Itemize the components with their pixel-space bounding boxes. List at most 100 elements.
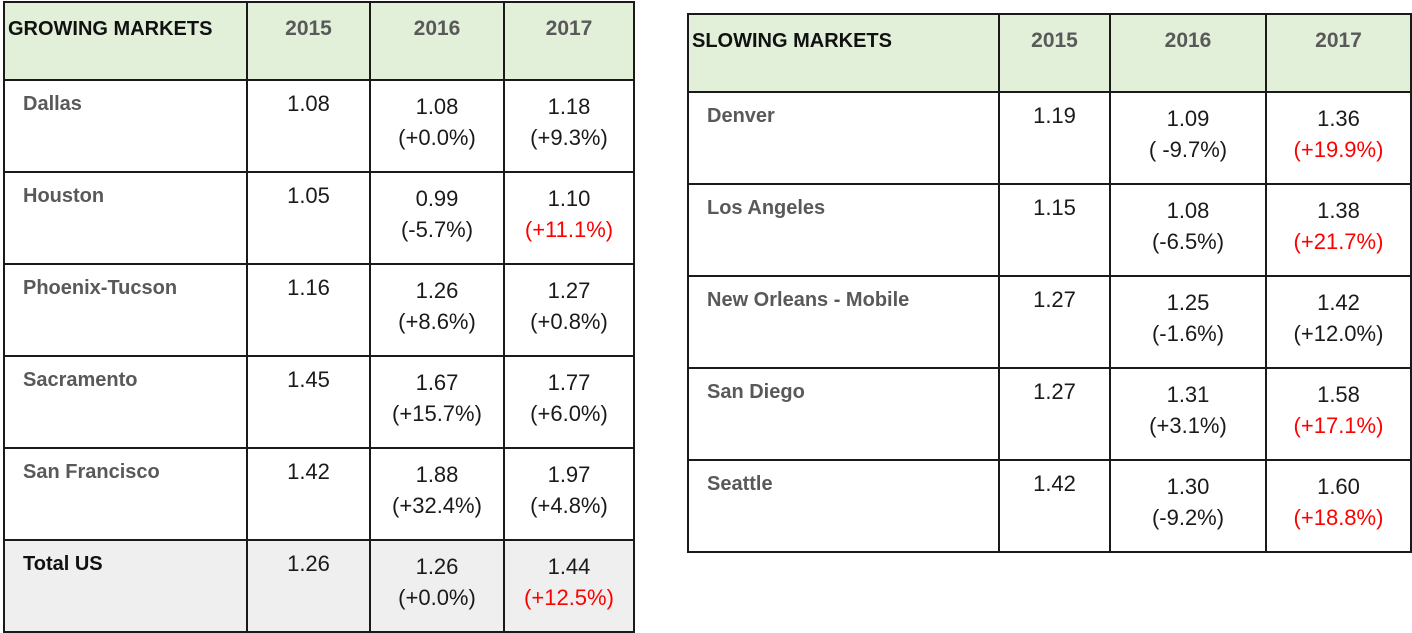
change-2016: (+0.0%) <box>398 125 476 150</box>
value-2015: 1.26 <box>246 539 371 633</box>
value-2015: 1.45 <box>246 355 371 449</box>
cell-2017: 1.44 (+12.5%) <box>503 539 635 633</box>
year-header-2017: 2017 <box>1265 13 1412 93</box>
cell-2017: 1.42 (+12.0%) <box>1265 275 1412 369</box>
change-2016: (-9.2%) <box>1151 505 1225 530</box>
market-name: Seattle <box>687 459 1000 553</box>
cell-2016: 1.31 (+3.1%) <box>1109 367 1267 461</box>
cell-2016: 1.67 (+15.7%) <box>369 355 505 449</box>
market-name: Denver <box>687 91 1000 185</box>
value-2016: 1.67 <box>415 370 459 395</box>
value-2016: 1.08 <box>415 94 459 119</box>
value-2017: 1.36 <box>1317 106 1360 131</box>
value-2016: 1.08 <box>1166 198 1210 223</box>
cell-2017: 1.36 (+19.9%) <box>1265 91 1412 185</box>
value-2015: 1.19 <box>998 91 1111 185</box>
value-2017: 1.97 <box>547 462 591 487</box>
value-2017: 1.10 <box>547 186 591 211</box>
cell-2016: 1.30 (-9.2%) <box>1109 459 1267 553</box>
value-2016: 1.31 <box>1166 382 1210 407</box>
change-2016: (+8.6%) <box>398 309 476 334</box>
value-2017: 1.60 <box>1317 474 1360 499</box>
cell-2017: 1.97 (+4.8%) <box>503 447 635 541</box>
value-2015: 1.42 <box>246 447 371 541</box>
table-row: Sacramento 1.45 1.67 (+15.7%) 1.77 (+6.0%) <box>3 355 635 449</box>
change-2017: (+6.0%) <box>530 401 608 426</box>
value-2015: 1.15 <box>998 183 1111 277</box>
market-name: Phoenix-Tucson <box>3 263 248 357</box>
change-2017: (+21.7%) <box>1293 229 1384 254</box>
change-2016: (+0.0%) <box>398 585 476 610</box>
value-2015: 1.27 <box>998 275 1111 369</box>
value-2017: 1.27 <box>547 278 591 303</box>
cell-2016: 1.08 (-6.5%) <box>1109 183 1267 277</box>
value-2017: 1.42 <box>1317 290 1360 315</box>
market-name: Houston <box>3 171 248 265</box>
change-2016: (+32.4%) <box>392 493 482 518</box>
year-header-2016: 2016 <box>1109 13 1267 93</box>
value-2017: 1.44 <box>547 554 591 579</box>
cell-2016: 1.26 (+8.6%) <box>369 263 505 357</box>
year-header-2015: 2015 <box>998 13 1111 93</box>
slowing-markets-table: SLOWING MARKETS 2015 2016 2017 Denver 1.1… <box>687 13 1412 553</box>
value-2015: 1.42 <box>998 459 1111 553</box>
value-2016: 1.09 <box>1166 106 1210 131</box>
cell-2017: 1.38 (+21.7%) <box>1265 183 1412 277</box>
market-name: Sacramento <box>3 355 248 449</box>
cell-2016: 1.08 (+0.0%) <box>369 79 505 173</box>
cell-2017: 1.18 (+9.3%) <box>503 79 635 173</box>
cell-2016: 1.26 (+0.0%) <box>369 539 505 633</box>
cell-2017: 1.58 (+17.1%) <box>1265 367 1412 461</box>
market-name: Total US <box>3 539 248 633</box>
change-2016: (+15.7%) <box>392 401 482 426</box>
value-2017: 1.58 <box>1317 382 1360 407</box>
growing-markets-table: GROWING MARKETS 2015 2016 2017 Dallas 1.0… <box>3 1 635 633</box>
value-2016: 0.99 <box>415 186 459 211</box>
total-row: Total US 1.26 1.26 (+0.0%) 1.44 (+12.5%) <box>3 539 635 633</box>
slowing-markets-header: SLOWING MARKETS <box>687 13 1000 93</box>
value-2016: 1.30 <box>1166 474 1210 499</box>
value-2016: 1.26 <box>415 278 459 303</box>
change-2016: (-6.5%) <box>1151 229 1225 254</box>
change-2017: (+0.8%) <box>530 309 608 334</box>
cell-2016: 0.99 (-5.7%) <box>369 171 505 265</box>
value-2015: 1.27 <box>998 367 1111 461</box>
year-header-2017: 2017 <box>503 1 635 81</box>
change-2017: (+4.8%) <box>530 493 608 518</box>
table-row: Phoenix-Tucson 1.16 1.26 (+8.6%) 1.27 (+0.8%) <box>3 263 635 357</box>
market-name: Los Angeles <box>687 183 1000 277</box>
market-name: San Francisco <box>3 447 248 541</box>
value-2016: 1.26 <box>415 554 459 579</box>
table-row: Houston 1.05 0.99 (-5.7%) 1.10 (+11.1%) <box>3 171 635 265</box>
change-2016: (-5.7%) <box>400 217 474 242</box>
market-name: New Orleans - Mobile <box>687 275 1000 369</box>
value-2017: 1.18 <box>547 94 591 119</box>
table-row: Seattle 1.42 1.30 (-9.2%) 1.60 (+18.8%) <box>687 459 1412 553</box>
change-2017: (+18.8%) <box>1293 505 1384 530</box>
cell-2016: 1.25 (-1.6%) <box>1109 275 1267 369</box>
change-2016: (+3.1%) <box>1149 413 1227 438</box>
value-2015: 1.05 <box>246 171 371 265</box>
value-2015: 1.16 <box>246 263 371 357</box>
change-2016: ( -9.7%) <box>1148 137 1228 162</box>
table-row: San Diego 1.27 1.31 (+3.1%) 1.58 (+17.1%) <box>687 367 1412 461</box>
table-row: Los Angeles 1.15 1.08 (-6.5%) 1.38 (+21.7%) <box>687 183 1412 277</box>
value-2016: 1.88 <box>415 462 459 487</box>
cell-2017: 1.10 (+11.1%) <box>503 171 635 265</box>
change-2017: (+9.3%) <box>530 125 608 150</box>
change-2017: (+12.0%) <box>1293 321 1384 346</box>
table-row: Denver 1.19 1.09 ( -9.7%) 1.36 (+19.9%) <box>687 91 1412 185</box>
change-2017: (+17.1%) <box>1293 413 1384 438</box>
change-2017: (+11.1%) <box>524 217 614 242</box>
growing-markets-header: GROWING MARKETS <box>3 1 248 81</box>
market-name: San Diego <box>687 367 1000 461</box>
table-row: Dallas 1.08 1.08 (+0.0%) 1.18 (+9.3%) <box>3 79 635 173</box>
value-2017: 1.77 <box>547 370 591 395</box>
cell-2016: 1.88 (+32.4%) <box>369 447 505 541</box>
cell-2016: 1.09 ( -9.7%) <box>1109 91 1267 185</box>
table-row: New Orleans - Mobile 1.27 1.25 (-1.6%) 1.42 (… <box>687 275 1412 369</box>
value-2017: 1.38 <box>1317 198 1360 223</box>
change-2017: (+19.9%) <box>1293 137 1384 162</box>
change-2016: (-1.6%) <box>1151 321 1225 346</box>
cell-2017: 1.60 (+18.8%) <box>1265 459 1412 553</box>
